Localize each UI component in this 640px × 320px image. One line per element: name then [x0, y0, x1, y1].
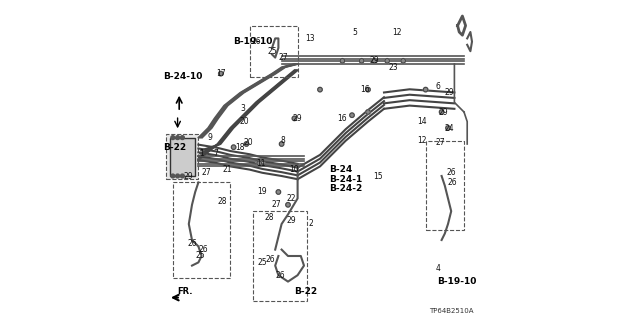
- Bar: [166, 134, 198, 179]
- Circle shape: [340, 59, 344, 63]
- Text: 7: 7: [214, 149, 218, 158]
- Text: 24: 24: [445, 124, 454, 132]
- Bar: [253, 211, 307, 301]
- Text: 27: 27: [278, 53, 288, 62]
- Circle shape: [366, 87, 370, 92]
- Circle shape: [292, 116, 297, 121]
- Text: 26: 26: [446, 168, 456, 177]
- Text: 29: 29: [292, 114, 303, 123]
- Text: 28: 28: [218, 197, 227, 206]
- Circle shape: [445, 126, 451, 130]
- Text: 25: 25: [257, 258, 268, 267]
- Circle shape: [171, 174, 175, 178]
- Text: 13: 13: [305, 34, 316, 43]
- Text: 4: 4: [436, 264, 441, 273]
- Text: B-19-10: B-19-10: [234, 37, 273, 46]
- Circle shape: [218, 71, 223, 76]
- Bar: [170, 138, 195, 176]
- Text: 11: 11: [256, 159, 266, 168]
- Circle shape: [401, 59, 406, 63]
- Text: 20: 20: [240, 117, 250, 126]
- Text: 27: 27: [272, 200, 282, 209]
- Text: 20: 20: [243, 138, 253, 147]
- Text: 27: 27: [202, 168, 211, 177]
- Text: 16: 16: [337, 114, 348, 123]
- Text: 17: 17: [216, 69, 226, 78]
- Text: 23: 23: [388, 63, 399, 72]
- Circle shape: [257, 161, 262, 165]
- Circle shape: [280, 142, 284, 146]
- Circle shape: [385, 59, 389, 63]
- Text: 18: 18: [236, 143, 244, 152]
- Circle shape: [171, 136, 175, 140]
- Text: 16: 16: [360, 85, 370, 94]
- Circle shape: [372, 59, 376, 63]
- Text: B-24-10: B-24-10: [163, 72, 203, 81]
- Text: 12: 12: [418, 136, 427, 145]
- Circle shape: [349, 113, 355, 117]
- Text: 15: 15: [372, 172, 383, 180]
- Text: 3: 3: [241, 104, 246, 113]
- Text: 26: 26: [266, 255, 275, 264]
- Text: B-24-2: B-24-2: [330, 184, 363, 193]
- Bar: [250, 26, 298, 77]
- Text: 6: 6: [436, 82, 441, 91]
- Text: 10: 10: [289, 165, 300, 174]
- Text: 29: 29: [184, 172, 194, 180]
- Text: TP64B2510A: TP64B2510A: [429, 308, 474, 314]
- Text: B-24-1: B-24-1: [330, 175, 363, 184]
- Text: 26: 26: [198, 245, 208, 254]
- Text: 22: 22: [287, 194, 296, 203]
- Circle shape: [317, 87, 323, 92]
- Text: 8: 8: [281, 136, 285, 145]
- Circle shape: [360, 59, 364, 63]
- Circle shape: [244, 142, 249, 146]
- Circle shape: [180, 174, 184, 178]
- Text: 29: 29: [438, 108, 448, 116]
- Text: 26: 26: [251, 37, 261, 46]
- Text: B-22: B-22: [163, 143, 186, 152]
- Text: B-19-10: B-19-10: [437, 277, 476, 286]
- Text: 25: 25: [267, 47, 277, 56]
- Text: FR.: FR.: [178, 287, 193, 296]
- Circle shape: [440, 110, 444, 114]
- Text: 28: 28: [264, 213, 273, 222]
- Text: 26: 26: [275, 271, 285, 280]
- Circle shape: [285, 203, 291, 207]
- Text: 9: 9: [207, 133, 212, 142]
- Text: 27: 27: [435, 138, 445, 147]
- Bar: [426, 141, 464, 230]
- Text: 29: 29: [369, 56, 380, 65]
- Circle shape: [232, 145, 236, 149]
- Circle shape: [276, 190, 280, 194]
- Text: 29: 29: [286, 216, 296, 225]
- Bar: [173, 182, 230, 278]
- Text: 26: 26: [187, 239, 197, 248]
- Text: 26: 26: [448, 178, 458, 187]
- Text: 1: 1: [199, 149, 204, 158]
- Circle shape: [423, 87, 428, 92]
- Text: 14: 14: [417, 117, 428, 126]
- Circle shape: [180, 136, 184, 140]
- Circle shape: [366, 110, 370, 114]
- Text: B-22: B-22: [294, 287, 317, 296]
- Text: 12: 12: [392, 28, 401, 36]
- Circle shape: [175, 136, 179, 140]
- Text: 21: 21: [223, 165, 232, 174]
- Text: 5: 5: [353, 28, 358, 36]
- Text: 25: 25: [195, 252, 205, 260]
- Text: 2: 2: [308, 220, 313, 228]
- Text: 29: 29: [445, 88, 454, 97]
- Circle shape: [175, 174, 179, 178]
- Text: 19: 19: [257, 188, 268, 196]
- Text: B-24: B-24: [330, 165, 353, 174]
